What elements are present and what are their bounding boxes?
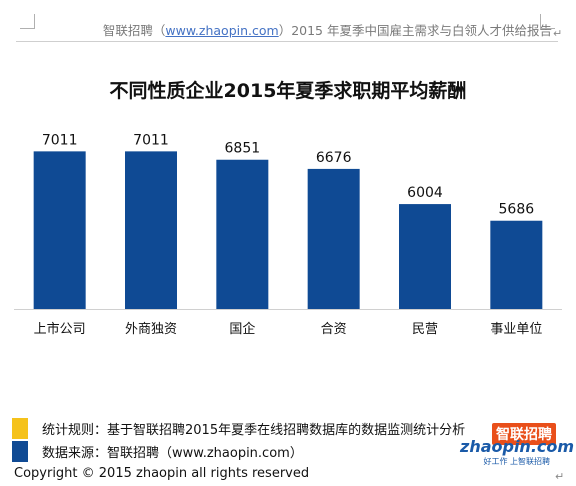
bar-2 xyxy=(216,159,269,309)
report-header: 智联招聘（www.zhaopin.com）2015 年夏季中国雇主需求与白领人才… xyxy=(103,20,552,39)
logo-top-text: 智联招聘 xyxy=(492,423,556,445)
stat-rule-text: 统计规则：基于智联招聘2015年夏季在线招聘数据库的数据监测统计分析 xyxy=(42,423,466,438)
header-report-title: ）2015 年夏季中国雇主需求与白领人才供给报告 xyxy=(278,23,552,38)
x-tick-label-0: 上市公司 xyxy=(34,321,86,337)
data-label-2: 6851 xyxy=(225,141,261,157)
paragraph-mark-icon: ↵ xyxy=(555,470,565,483)
bar-4 xyxy=(399,204,451,309)
stat-rule-note: 统计规则：基于智联招聘2015年夏季在线招聘数据库的数据监测统计分析 xyxy=(12,418,465,439)
data-source-swatch xyxy=(12,441,28,462)
data-label-1: 7011 xyxy=(133,132,169,148)
zhaopin-logo: 智联招聘 zhaopin.com 好工作 上智联招聘 xyxy=(460,423,574,467)
x-tick-label-1: 外商独资 xyxy=(125,322,177,337)
x-tick-label-3: 合资 xyxy=(321,322,347,337)
x-tick-label-5: 事业单位 xyxy=(490,322,542,337)
chart-title: 不同性质企业2015年夏季求职期平均薪酬 xyxy=(109,80,467,102)
x-tick-label-4: 民营 xyxy=(412,322,438,337)
data-source-note: 数据来源：智联招聘（www.zhaopin.com） xyxy=(12,441,303,462)
header-url-link[interactable]: www.zhaopin.com xyxy=(165,23,279,38)
copyright-text: Copyright © 2015 zhaopin all rights rese… xyxy=(14,466,310,481)
bar-0 xyxy=(33,151,86,309)
stat-rule-swatch xyxy=(12,418,28,439)
paragraph-mark-icon: ↵ xyxy=(553,27,563,40)
header-brand: 智联招聘（ xyxy=(102,23,166,38)
x-tick-label-2: 国企 xyxy=(229,321,255,337)
crop-mark-top-right xyxy=(540,14,555,29)
data-label-0: 7011 xyxy=(42,132,78,148)
data-label-4: 6004 xyxy=(407,185,443,201)
crop-mark-top-left xyxy=(20,14,35,29)
bar-5 xyxy=(490,220,543,309)
bar-1 xyxy=(125,151,177,309)
data-label-5: 5686 xyxy=(499,202,535,218)
logo-tagline: 好工作 上智联招聘 xyxy=(483,457,550,466)
logo-main-text: zhaopin.com xyxy=(460,437,575,456)
bar-chart: 7011 上市公司 7011 外商独资 6851 国企 6676 合资 6004 民营 5686 事业… xyxy=(14,132,562,337)
data-label-3: 6676 xyxy=(316,150,352,166)
data-source-text: 数据来源：智联招聘（www.zhaopin.com） xyxy=(42,446,303,461)
bar-3 xyxy=(307,168,360,309)
header-rule xyxy=(16,41,558,42)
